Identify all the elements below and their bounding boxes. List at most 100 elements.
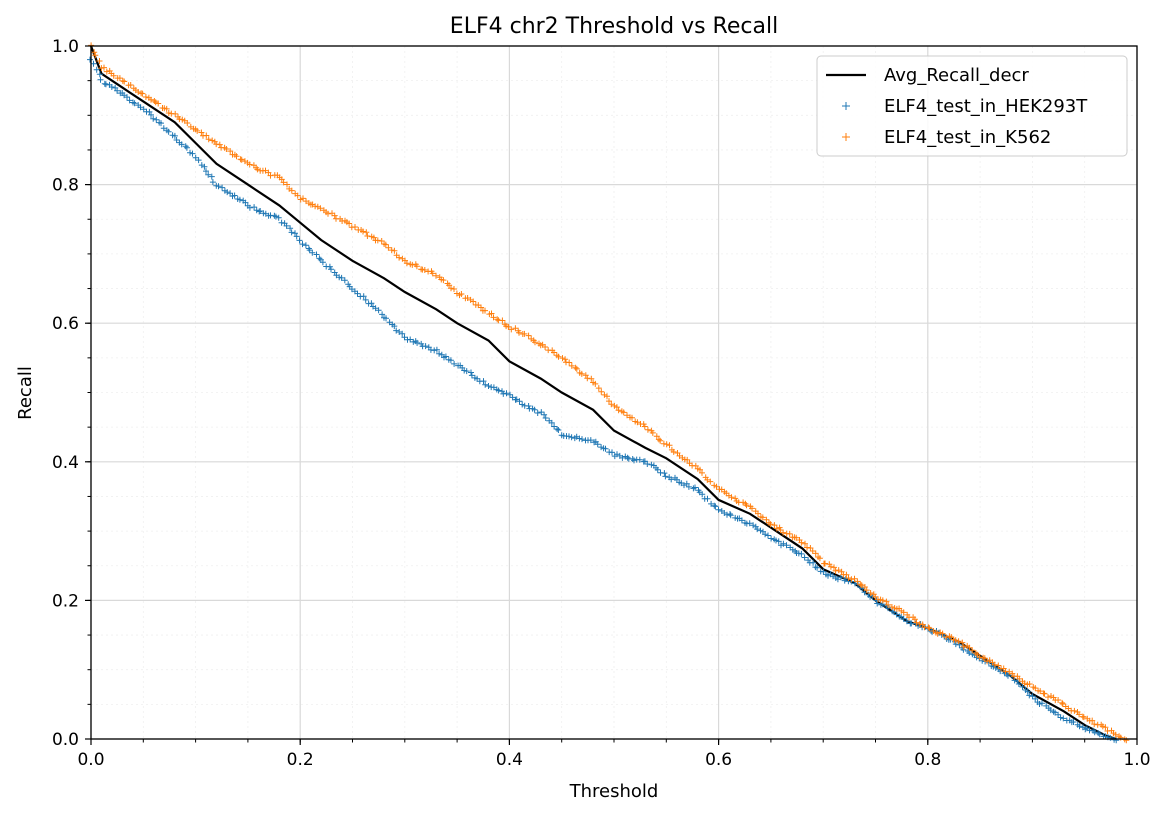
series-point [566,433,572,440]
series-point [699,491,706,498]
series-point [966,650,973,656]
series-point [153,116,160,123]
series-point [857,581,864,588]
series-point [436,350,443,357]
series-point [555,353,562,360]
series-point [858,582,865,589]
series-point [429,270,436,277]
series-point [995,662,1002,669]
series-point [1024,688,1031,695]
series-point [943,634,950,641]
series-point [101,64,107,71]
series-point [1071,707,1078,714]
series-point [103,68,110,75]
series-point [786,530,793,537]
series-point [485,383,492,389]
series-point [1026,681,1033,687]
series-point [903,618,910,625]
series-point [447,357,454,364]
legend-swatch [842,133,850,141]
series-point [131,100,138,107]
series-point [641,423,648,430]
series-point [294,192,301,199]
y-tick-label: 1.0 [52,37,79,57]
series-point [926,625,933,632]
series-point [562,356,569,363]
series-point [470,298,477,305]
series-point [184,120,191,126]
series-point [227,148,234,155]
series-point [1107,734,1114,741]
series-point [1032,695,1039,702]
series-point [93,66,100,73]
series-point [288,187,295,194]
legend-item: ELF4_test_in_HEK293T [842,96,1088,117]
series-point [316,255,323,262]
series-point [478,304,484,311]
series-point [306,247,313,254]
series-point [388,247,395,254]
series-point [341,277,348,284]
series-point [554,426,561,432]
series-point [407,336,414,343]
series-point [775,538,782,545]
series-point [108,84,115,90]
series-point [254,166,261,173]
x-axis-label: Threshold [569,781,659,802]
series-point [516,398,523,405]
series-point [661,470,668,477]
series-point [173,137,180,143]
series-point [683,480,690,487]
series-point [383,315,389,322]
series-point [352,224,358,230]
series-point [201,163,208,170]
series-point [960,643,967,650]
series-point [644,426,651,433]
x-tick-label: 0.6 [705,750,732,770]
series-point [354,290,361,297]
series-point [216,141,223,148]
series-point [542,415,549,421]
series-point [91,49,98,56]
series-point [1045,694,1051,701]
series-point [913,619,920,626]
series-point [142,94,149,100]
series-point [708,500,715,507]
legend-item: ELF4_test_in_K562 [842,127,1051,148]
y-tick-label: 0.8 [52,176,79,196]
series-point [209,137,216,144]
series-point [516,329,522,336]
y-tick-label: 0.4 [52,453,79,473]
series-point [798,550,805,557]
series-point [283,222,290,229]
series-point [624,454,631,461]
series-point [825,572,831,579]
legend-label: Avg_Recall_decr [884,65,1029,86]
series-point [822,560,828,567]
series-point [1006,668,1013,675]
series-point [697,466,703,473]
series-point [608,401,615,408]
series-point [119,77,126,84]
series-point [738,517,745,524]
series-point [319,259,326,266]
series-point [1019,683,1026,690]
series-point [374,237,381,244]
series-point [421,267,428,273]
series-point [331,212,338,219]
series-point [1032,685,1039,692]
series-point [1041,690,1048,697]
series-point [278,219,285,226]
series-point [160,125,167,132]
series-point [613,404,620,411]
series-point [208,173,215,180]
series-point [925,624,932,631]
series-point [368,300,375,307]
series-point [246,161,253,168]
series-point [508,326,515,333]
series-point [121,78,128,85]
series-point [783,542,790,549]
series-point [551,349,557,356]
series-point [195,157,202,164]
